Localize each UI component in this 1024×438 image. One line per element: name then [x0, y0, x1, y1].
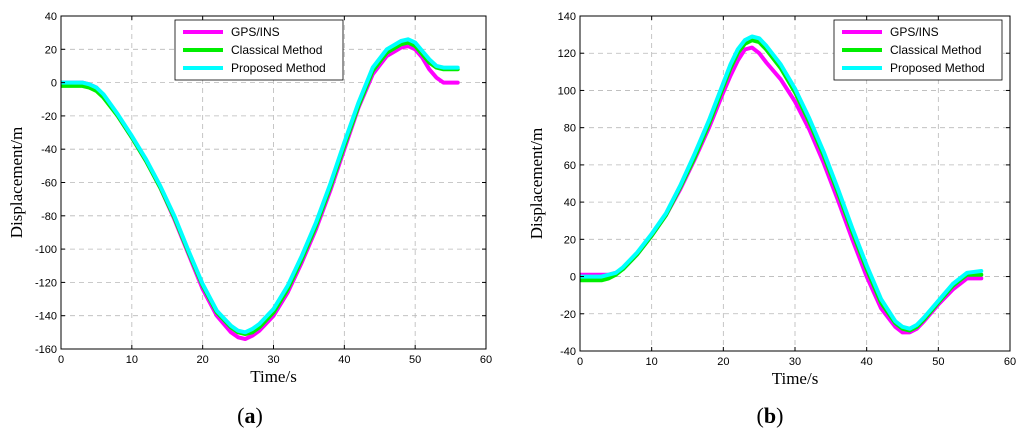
x-tick-label: 60 [1004, 356, 1016, 368]
y-tick-label: -120 [35, 277, 57, 289]
series-line-proposed-method [61, 37, 460, 335]
y-tick-label: -60 [41, 178, 57, 190]
y-axis-label: Displacement/m [527, 128, 546, 239]
y-tick-label: 80 [564, 123, 576, 135]
y-tick-label: -40 [560, 346, 576, 358]
y-tick-label: -160 [35, 344, 57, 356]
y-tick-label: -40 [41, 144, 57, 156]
y-tick-label: 20 [564, 234, 576, 246]
y-tick-label: 0 [570, 272, 576, 284]
y-tick-label: -80 [41, 211, 57, 223]
x-tick-label: 40 [861, 356, 873, 368]
x-tick-label: 10 [646, 356, 658, 368]
legend-label: Classical Method [890, 43, 981, 57]
x-tick-label: 60 [480, 354, 492, 366]
x-tick-label: 30 [789, 356, 801, 368]
y-tick-label: -20 [560, 309, 576, 321]
chart-panel-b: 0 10 20 30 40 50 60 -40 -20 0 20 40 60 80 100 120 140 Tim… [527, 11, 1016, 428]
panel-label: (a) [237, 403, 263, 428]
x-tick-label: 30 [267, 354, 279, 366]
panel-label: (b) [757, 403, 784, 428]
y-tick-label: 60 [564, 160, 576, 172]
x-tick-label: 20 [717, 356, 729, 368]
legend-label: GPS/INS [890, 25, 939, 39]
x-tick-label: 0 [577, 356, 583, 368]
y-tick-label: 40 [45, 11, 57, 23]
x-axis-label: Time/s [772, 369, 819, 388]
x-tick-label: 20 [197, 354, 209, 366]
legend-label: Proposed Method [890, 61, 985, 75]
y-tick-label: 20 [45, 44, 57, 56]
chart-panel-a: 0 10 20 30 40 50 60 -160 -140 -120 -100 -80 -60 -40 -2… [7, 11, 492, 428]
legend-label: Proposed Method [231, 61, 326, 75]
series-group [580, 34, 984, 335]
y-tick-label: -140 [35, 311, 57, 323]
series-group [61, 37, 460, 341]
legend: GPS/INS Classical Method Proposed Method [833, 19, 1003, 81]
y-tick-label: -20 [41, 111, 57, 123]
y-tick-label: 100 [558, 85, 576, 97]
x-tick-label: 0 [58, 354, 64, 366]
y-axis-label: Displacement/m [7, 127, 26, 238]
legend: GPS/INS Classical Method Proposed Method [174, 19, 344, 81]
x-axis-label: Time/s [250, 367, 297, 386]
legend-label: GPS/INS [231, 25, 280, 39]
x-tick-label: 50 [932, 356, 944, 368]
y-tick-label: 120 [558, 48, 576, 60]
x-tick-label: 50 [409, 354, 421, 366]
y-tick-label: 40 [564, 197, 576, 209]
legend-label: Classical Method [231, 43, 322, 57]
x-tick-label: 40 [338, 354, 350, 366]
y-tick-label: 140 [558, 11, 576, 23]
y-tick-label: -100 [35, 244, 57, 256]
series-line-proposed-method [580, 34, 984, 331]
y-tick-label: 0 [51, 78, 57, 90]
x-tick-label: 10 [126, 354, 138, 366]
